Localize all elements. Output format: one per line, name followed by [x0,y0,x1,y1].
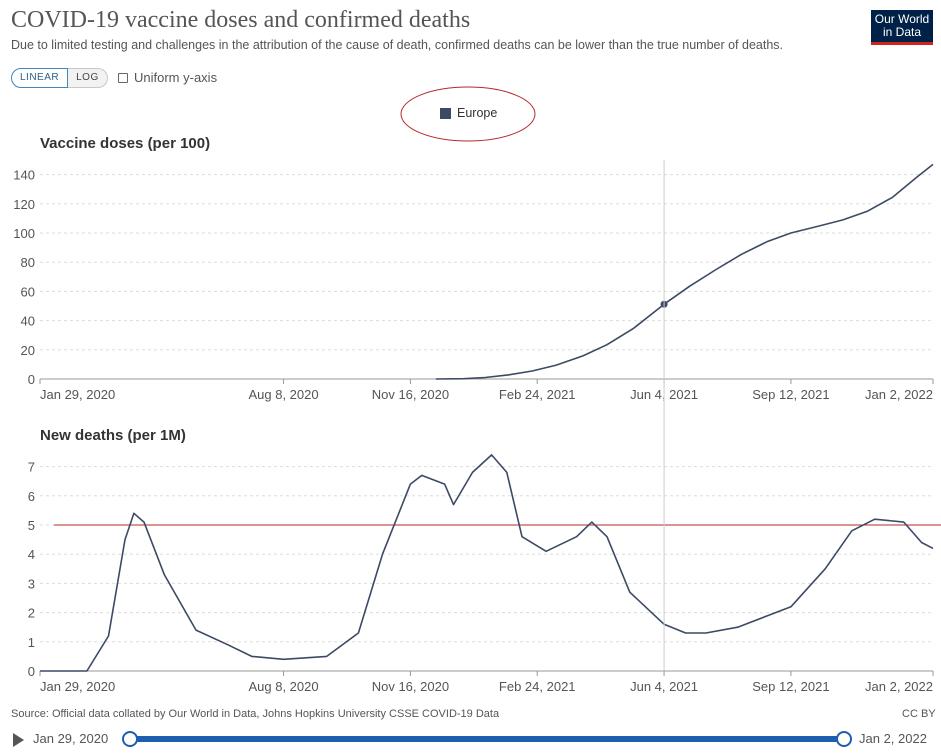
vaccine-y-tick-label: 140 [13,168,35,183]
deaths-x-tick-label: Jan 29, 2020 [40,679,115,694]
vaccine-x-tick-label: Jan 29, 2020 [40,387,115,402]
vaccine-y-tick-label: 60 [21,284,35,299]
deaths-x-tick-label: Sep 12, 2021 [752,679,829,694]
deaths-y-tick-label: 3 [28,576,35,591]
deaths-y-tick-label: 7 [28,460,35,475]
vaccine-x-tick-label: Feb 24, 2021 [499,387,576,402]
vaccine-x-tick-label: Nov 16, 2020 [372,387,449,402]
timeline-start-label: Jan 29, 2020 [33,731,109,746]
vaccine-series-line-europe [435,163,934,380]
play-icon[interactable] [13,733,24,747]
uniform-y-axis-label: Uniform y-axis [134,70,218,85]
deaths-y-tick-label: 1 [28,635,35,650]
vaccine-y-tick-label: 120 [13,197,35,212]
deaths-x-tick-label: Nov 16, 2020 [372,679,449,694]
deaths-x-tick-label: Feb 24, 2021 [499,679,576,694]
chart-subtitle: Due to limited testing and challenges in… [11,38,784,52]
vaccine-y-tick-label: 100 [13,226,35,241]
timeline-end-label: Jan 2, 2022 [859,731,927,746]
deaths-y-tick-label: 2 [28,606,35,621]
license-link[interactable]: CC BY [902,708,936,720]
timeline: Jan 29, 2020 Jan 2, 2022 [0,727,941,753]
scale-toggle: LINEAR LOG [11,68,108,88]
uniform-y-axis-checkbox[interactable] [118,72,128,83]
vaccine-y-tick-label: 20 [21,343,35,358]
source-note: Source: Official data collated by Our Wo… [11,708,500,720]
log-scale-button[interactable]: LOG [68,68,108,88]
timeline-end-handle[interactable] [836,731,852,747]
logo-line-2: in Data [882,25,922,39]
uniform-y-axis-toggle[interactable]: Uniform y-axis [118,70,217,85]
vaccine-panel-title: Vaccine doses (per 100) [40,135,210,152]
deaths-y-tick-label: 0 [28,664,35,679]
chart-title: COVID-19 vaccine doses and confirmed dea… [11,7,471,33]
logo-line-1: Our World [874,12,930,26]
vaccine-x-tick-label: Jan 2, 2022 [865,387,933,402]
deaths-y-tick-label: 6 [28,489,35,504]
timeline-start-handle[interactable] [122,731,138,747]
vaccine-y-tick-label: 80 [21,255,35,270]
linear-scale-button[interactable]: LINEAR [11,68,69,88]
deaths-panel-title: New deaths (per 1M) [40,427,186,444]
vaccine-x-tick-label: Sep 12, 2021 [752,387,829,402]
owid-logo[interactable]: Our World in Data [871,10,933,45]
vaccine-y-tick-label: 40 [21,314,35,329]
vaccine-y-tick-label: 0 [28,372,35,387]
deaths-x-tick-label: Aug 8, 2020 [248,679,318,694]
deaths-y-tick-label: 5 [28,518,35,533]
deaths-series-line-europe [40,454,934,672]
vaccine-x-tick-label: Aug 8, 2020 [248,387,318,402]
deaths-x-tick-label: Jan 2, 2022 [865,679,933,694]
timeline-track[interactable] [130,736,843,742]
deaths-x-tick-label: Jun 4, 2021 [630,679,698,694]
deaths-y-tick-label: 4 [28,547,35,562]
